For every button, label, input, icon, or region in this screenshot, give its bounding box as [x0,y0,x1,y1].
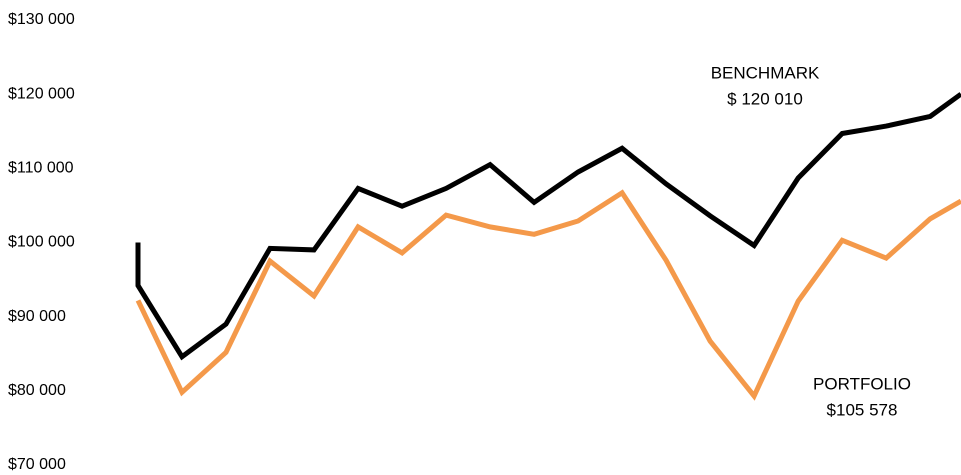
line-series [135,189,961,401]
y-tick-label: $90 000 [8,308,66,325]
series-label: PORTFOLIO [813,374,911,393]
y-tick-label: $110 000 [8,160,74,177]
y-tick-label: $120 000 [8,85,75,102]
line-series [135,92,961,361]
y-tick-label: $80 000 [8,382,66,399]
series-value-label: $ 120 010 [727,89,803,108]
series-label: BENCHMARK [711,63,820,82]
y-tick-label: $130 000 [8,11,75,28]
y-tick-label: $70 000 [8,456,66,473]
y-tick-label: $100 000 [8,234,75,251]
series-value-label: $105 578 [827,400,898,419]
